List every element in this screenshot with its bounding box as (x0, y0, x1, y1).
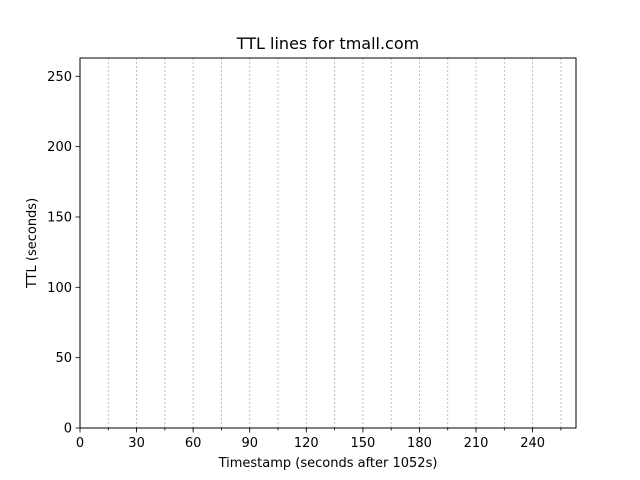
x-tick-label: 150 (350, 436, 375, 451)
y-tick-label: 150 (47, 210, 72, 225)
x-tick-label: 120 (294, 436, 319, 451)
y-tick-label: 200 (47, 140, 72, 155)
x-tick-label: 30 (128, 436, 145, 451)
vertical-marker-lines (107, 58, 562, 431)
plot-area-frame (79, 57, 577, 429)
x-tick-label: 210 (464, 436, 489, 451)
chart-title: TTL lines for tmall.com (236, 34, 419, 53)
y-tick-label: 50 (55, 351, 72, 366)
x-tick-label: 0 (76, 436, 84, 451)
y-tick-label: 0 (64, 422, 72, 437)
y-axis-ticks: 0 50 100 150 200 250 (47, 70, 80, 437)
x-tick-label: 240 (520, 436, 545, 451)
y-axis-label: TTL (seconds) (25, 198, 40, 289)
x-tick-label: 90 (241, 436, 258, 451)
y-tick-label: 100 (47, 281, 72, 296)
x-axis-label: Timestamp (seconds after 1052s) (218, 456, 438, 471)
y-tick-label: 250 (47, 70, 72, 85)
x-tick-label: 60 (185, 436, 202, 451)
x-axis-ticks: 0 30 60 90 120 150 180 210 240 (76, 428, 545, 451)
x-tick-label: 180 (407, 436, 432, 451)
